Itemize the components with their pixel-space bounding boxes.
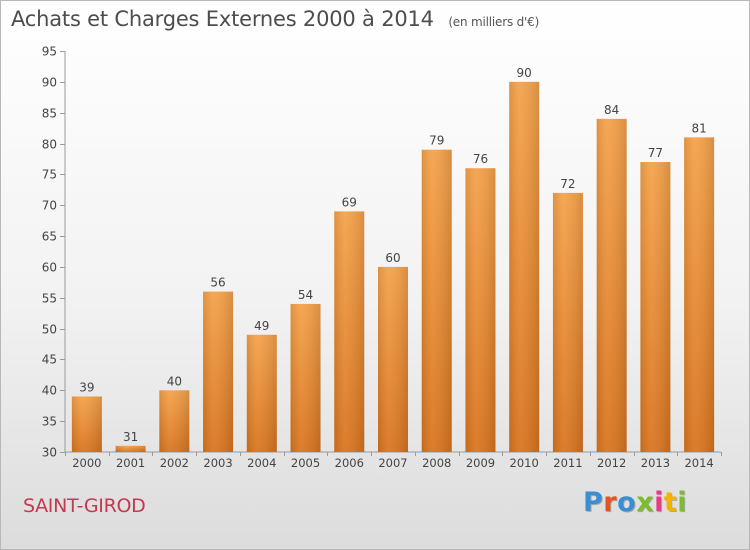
bar-shade-2006 <box>334 211 365 452</box>
data-label-2003: 56 <box>210 276 225 290</box>
x-tick-label: 2012 <box>597 456 626 470</box>
y-tick-label: 95 <box>42 45 57 59</box>
logo-letter: x <box>636 487 655 518</box>
chart-title: Achats et Charges Externes 2000 à 2014 <box>11 7 434 31</box>
data-label-2011: 72 <box>560 177 575 191</box>
bar-shade-2011 <box>552 192 583 452</box>
x-tick-label: 2014 <box>684 456 713 470</box>
logo-letter: r <box>603 487 618 518</box>
logo-letter: i <box>677 487 688 518</box>
data-label-2010: 90 <box>517 66 532 80</box>
data-label-2009: 76 <box>473 152 488 166</box>
y-tick-label: 75 <box>42 168 57 182</box>
x-tick-label: 2007 <box>378 456 407 470</box>
x-tick-label: 2011 <box>553 456 582 470</box>
x-tick-label: 2001 <box>116 456 145 470</box>
bar-shade-2001 <box>115 445 146 452</box>
bar-shade-2009 <box>465 168 496 452</box>
x-tick-label: 2009 <box>466 456 495 470</box>
data-label-2004: 49 <box>254 319 269 333</box>
bar-shade-2003 <box>203 291 234 452</box>
x-tick-label: 2006 <box>335 456 364 470</box>
x-tick-label: 2010 <box>510 456 539 470</box>
x-tick-label: 2000 <box>72 456 101 470</box>
y-tick-label: 55 <box>42 292 57 306</box>
y-tick-label: 90 <box>42 76 57 90</box>
y-tick-label: 45 <box>42 353 57 367</box>
data-label-2005: 54 <box>298 288 313 302</box>
logo-letter: i <box>654 487 664 518</box>
x-tick-label: 2004 <box>247 456 276 470</box>
data-label-2002: 40 <box>167 374 182 388</box>
x-tick-label: 2002 <box>160 456 189 470</box>
data-label-2012: 84 <box>604 103 619 117</box>
y-tick-label: 35 <box>42 415 57 429</box>
y-tick-label: 40 <box>42 384 57 398</box>
data-label-2001: 31 <box>123 430 138 444</box>
y-tick-label: 80 <box>42 138 57 152</box>
commune-name: SAINT-GIROD <box>23 495 146 517</box>
x-tick-label: 2008 <box>422 456 451 470</box>
data-label-2006: 69 <box>342 195 357 209</box>
bar-shade-2005 <box>290 303 321 452</box>
bar-shade-2008 <box>421 149 452 452</box>
y-tick-label: 85 <box>42 107 57 121</box>
bar-shade-2010 <box>509 81 540 452</box>
bar-shade-2004 <box>246 334 277 452</box>
x-tick-label: 2003 <box>203 456 232 470</box>
data-label-2007: 60 <box>385 251 400 265</box>
bar-shade-2000 <box>71 396 102 452</box>
logo-letter: o <box>617 487 637 518</box>
y-tick-label: 30 <box>42 446 57 460</box>
y-tick-label: 65 <box>42 230 57 244</box>
data-label-2000: 39 <box>79 380 94 394</box>
bar-shade-2012 <box>596 118 627 452</box>
data-label-2013: 77 <box>648 146 663 160</box>
logo-letter: P <box>583 487 604 518</box>
x-tick-label: 2005 <box>291 456 320 470</box>
y-tick-label: 50 <box>42 323 57 337</box>
x-tick-label: 2013 <box>641 456 670 470</box>
bar-shade-2002 <box>159 390 190 452</box>
bar-shade-2013 <box>640 162 671 453</box>
chart-title-row: Achats et Charges Externes 2000 à 2014 (… <box>11 7 539 31</box>
y-tick-label: 60 <box>42 261 57 275</box>
proxiti-logo: Proxiti <box>583 487 687 518</box>
logo-letter: t <box>663 487 678 518</box>
data-label-2008: 79 <box>429 134 444 148</box>
chart-subtitle: (en milliers d'€) <box>448 15 540 29</box>
bar-shade-2007 <box>378 266 408 452</box>
y-tick-label: 70 <box>42 199 57 213</box>
data-label-2014: 81 <box>691 121 706 135</box>
bar-shade-2014 <box>684 137 715 452</box>
